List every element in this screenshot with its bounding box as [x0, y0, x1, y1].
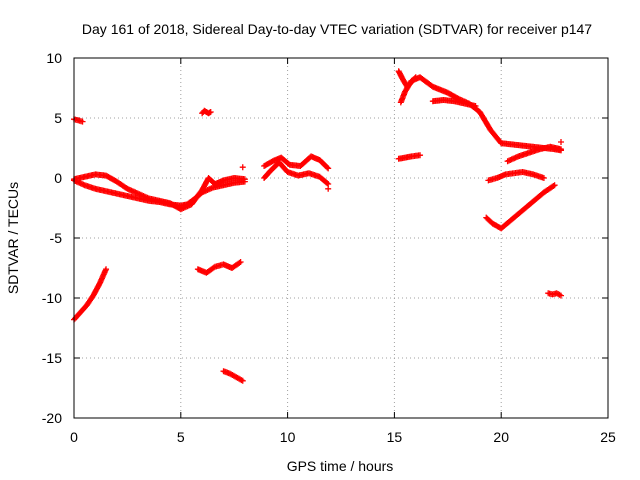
data-series	[261, 153, 332, 172]
data-points	[71, 68, 565, 384]
data-series	[395, 152, 424, 162]
data-point	[558, 292, 565, 299]
data-series	[199, 107, 214, 117]
data-series	[485, 169, 547, 184]
data-series	[71, 116, 86, 125]
data-point	[103, 266, 110, 273]
data-series	[397, 74, 565, 154]
data-point	[325, 185, 332, 192]
x-tick-label: 5	[177, 429, 185, 445]
y-tick-label: -20	[42, 410, 62, 426]
data-point	[324, 164, 331, 171]
data-series	[194, 259, 244, 276]
data-point	[236, 259, 243, 266]
x-tick-label: 10	[280, 429, 296, 445]
data-point	[540, 175, 547, 181]
data-point	[239, 377, 246, 384]
data-series	[220, 368, 246, 384]
data-point	[551, 182, 558, 189]
y-tick-label: 10	[46, 50, 62, 66]
y-tick-label: 5	[54, 110, 62, 126]
data-series	[261, 159, 332, 187]
grid-lines	[74, 58, 608, 418]
data-series	[558, 139, 565, 145]
x-tick-label: 15	[387, 429, 403, 445]
data-point	[558, 146, 565, 153]
data-point	[472, 103, 479, 109]
y-tick-label: 0	[54, 170, 62, 186]
y-tick-label: -5	[50, 230, 63, 246]
y-tick-label: -15	[42, 350, 62, 366]
data-point	[237, 259, 244, 265]
data-series	[71, 266, 110, 323]
data-point	[550, 183, 557, 189]
chart-title: Day 161 of 2018, Sidereal Day-to-day VTE…	[82, 21, 592, 37]
data-point	[79, 118, 86, 125]
data-point	[417, 152, 424, 159]
x-axis-label: GPS time / hours	[287, 458, 394, 474]
axis-ticks: 0 5 10 15 20 25 -20 -15 -10 -5 0 5 10	[42, 50, 616, 445]
data-point	[558, 139, 565, 145]
data-series	[429, 97, 479, 109]
data-series	[71, 171, 248, 213]
data-series	[545, 290, 565, 299]
data-series	[483, 182, 558, 232]
x-tick-label: 0	[70, 429, 78, 445]
y-tick-label: -10	[42, 290, 62, 306]
data-series	[239, 164, 246, 171]
x-tick-label: 20	[493, 429, 509, 445]
data-point	[207, 109, 214, 115]
y-axis-label: SDTVAR / TECUs	[5, 182, 21, 294]
data-point	[241, 176, 248, 183]
data-series	[504, 143, 565, 165]
plot-frame	[73, 57, 609, 419]
x-tick-label: 25	[600, 429, 616, 445]
data-point	[324, 180, 331, 187]
data-point	[325, 165, 332, 172]
data-point	[238, 377, 245, 384]
data-series	[325, 185, 332, 192]
data-point	[239, 164, 246, 171]
